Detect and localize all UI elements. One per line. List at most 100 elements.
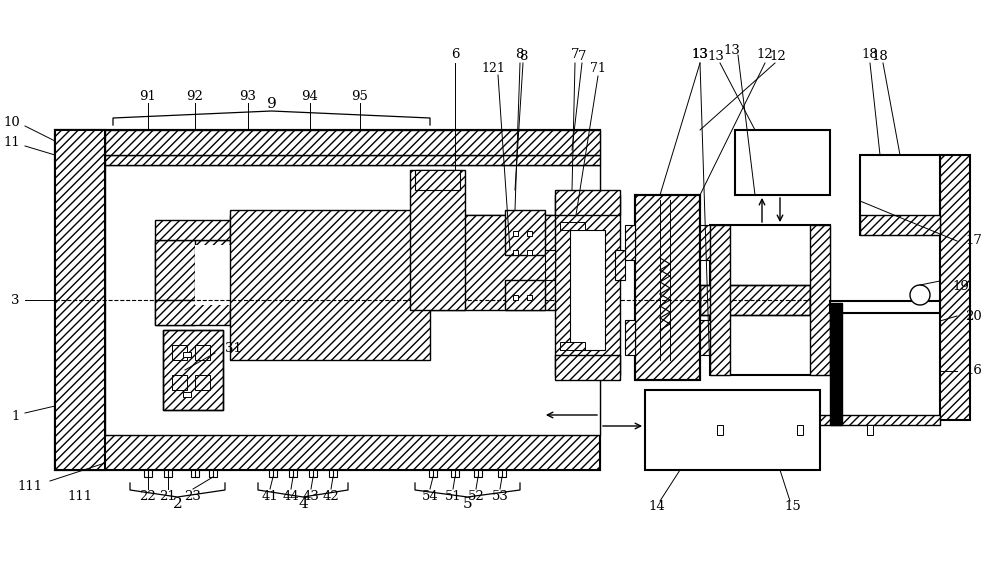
Bar: [513, 295, 518, 300]
Bar: [560, 342, 585, 350]
Bar: [55, 130, 105, 470]
Bar: [867, 425, 873, 435]
Bar: [230, 210, 430, 360]
Bar: [555, 195, 620, 375]
Text: 94: 94: [302, 90, 318, 103]
Bar: [940, 155, 970, 420]
Text: 21: 21: [160, 489, 176, 502]
Bar: [230, 215, 590, 305]
Text: 20: 20: [965, 309, 982, 323]
Text: 13: 13: [708, 50, 724, 63]
Text: 95: 95: [352, 90, 368, 103]
Text: 42: 42: [323, 489, 339, 502]
Bar: [560, 222, 585, 230]
Text: 2: 2: [173, 497, 182, 511]
Text: 3: 3: [12, 293, 20, 307]
Text: 52: 52: [468, 489, 484, 502]
Bar: [625, 225, 635, 260]
Bar: [710, 225, 730, 375]
Bar: [797, 425, 803, 435]
Bar: [717, 425, 723, 435]
Bar: [505, 280, 545, 310]
Bar: [105, 155, 600, 165]
Text: 19: 19: [952, 279, 969, 292]
Text: 51: 51: [445, 489, 461, 502]
Text: 31: 31: [225, 343, 242, 356]
Text: 6: 6: [451, 49, 459, 62]
Bar: [555, 190, 620, 215]
Bar: [810, 225, 830, 375]
Bar: [735, 130, 830, 195]
Bar: [498, 470, 506, 477]
Bar: [183, 352, 191, 357]
Text: 8: 8: [515, 49, 523, 62]
Text: 93: 93: [240, 90, 256, 103]
Bar: [55, 130, 600, 165]
Bar: [55, 435, 600, 470]
Bar: [144, 470, 152, 477]
Text: 8: 8: [519, 50, 527, 63]
Text: 91: 91: [140, 90, 156, 103]
Bar: [860, 155, 940, 235]
Bar: [430, 215, 590, 310]
Bar: [513, 231, 518, 236]
Text: 7: 7: [578, 50, 586, 63]
Text: 54: 54: [422, 489, 438, 502]
Bar: [163, 330, 223, 410]
Text: 23: 23: [185, 489, 201, 502]
Bar: [289, 470, 297, 477]
Text: 121: 121: [481, 62, 505, 74]
Text: 44: 44: [283, 489, 299, 502]
Text: 111: 111: [67, 489, 93, 502]
Text: 43: 43: [303, 489, 319, 502]
Bar: [700, 285, 810, 315]
Circle shape: [910, 285, 930, 305]
Text: 13: 13: [692, 49, 708, 62]
Text: 53: 53: [492, 489, 508, 502]
Bar: [163, 330, 223, 410]
Bar: [415, 170, 460, 190]
Bar: [570, 230, 605, 350]
Text: 11: 11: [3, 136, 20, 150]
Bar: [710, 225, 830, 375]
Bar: [451, 470, 459, 477]
Bar: [55, 130, 600, 470]
Text: 16: 16: [965, 364, 982, 377]
Bar: [155, 300, 230, 325]
Bar: [635, 195, 700, 380]
Text: 92: 92: [187, 90, 203, 103]
Bar: [105, 130, 600, 155]
Text: 7: 7: [571, 49, 579, 62]
Text: 13: 13: [692, 49, 708, 62]
Bar: [700, 225, 710, 260]
Bar: [700, 285, 810, 315]
Bar: [183, 392, 191, 397]
Bar: [164, 470, 172, 477]
Text: 12: 12: [770, 50, 786, 63]
Bar: [209, 470, 217, 477]
Bar: [474, 470, 482, 477]
Bar: [309, 470, 317, 477]
Bar: [195, 345, 210, 360]
Text: 15: 15: [785, 501, 801, 513]
Bar: [329, 470, 337, 477]
Bar: [830, 303, 842, 425]
Bar: [513, 250, 518, 255]
Bar: [527, 250, 532, 255]
Bar: [195, 245, 230, 305]
Bar: [429, 470, 437, 477]
Text: 18: 18: [872, 50, 888, 63]
Bar: [195, 375, 210, 390]
Text: 10: 10: [3, 116, 20, 130]
Bar: [635, 195, 700, 380]
Bar: [505, 210, 545, 255]
Bar: [269, 470, 277, 477]
Bar: [172, 345, 187, 360]
Bar: [615, 250, 625, 280]
Bar: [410, 170, 465, 310]
Text: 111: 111: [18, 480, 43, 493]
Bar: [645, 390, 820, 470]
Text: 4: 4: [298, 497, 308, 511]
Text: 17: 17: [965, 235, 982, 247]
Bar: [860, 215, 940, 235]
